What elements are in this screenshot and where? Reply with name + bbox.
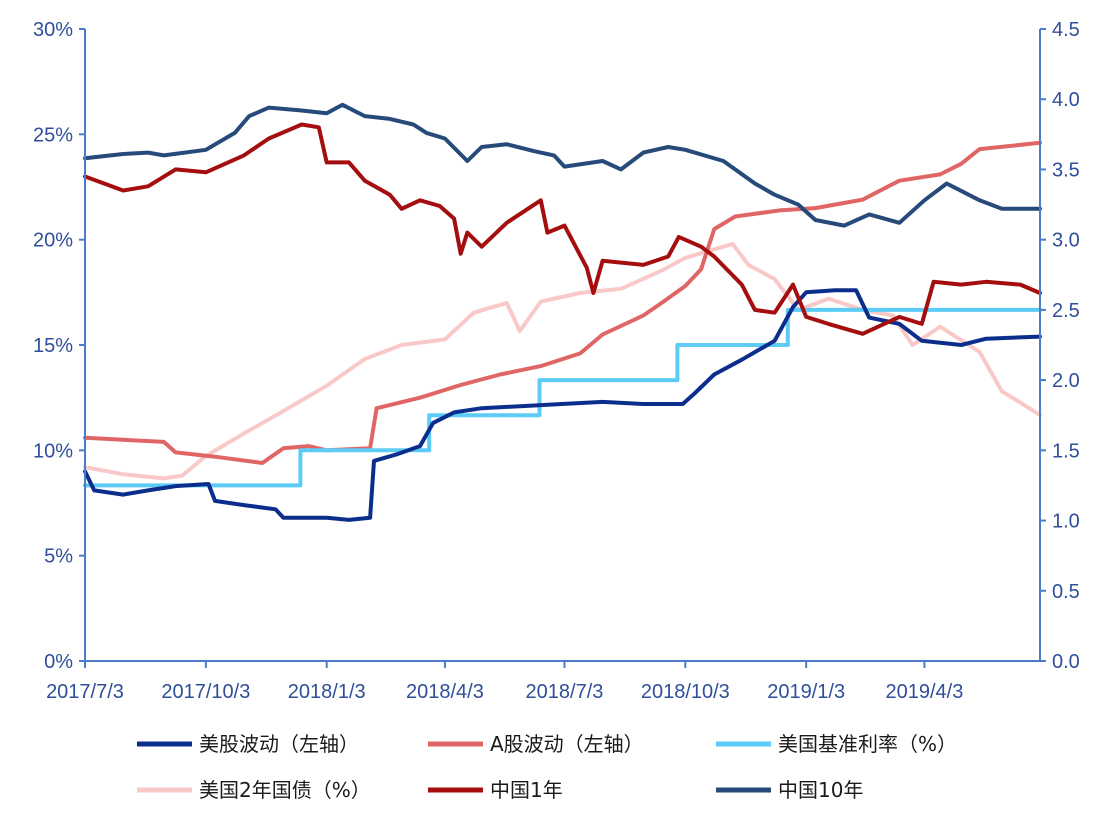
right-y-tick-label: 0.0 (1052, 651, 1080, 673)
x-tick-label: 2018/7/3 (526, 681, 604, 703)
x-tick-label: 2018/4/3 (406, 681, 484, 703)
x-tick-label: 2018/1/3 (288, 681, 366, 703)
right-y-tick-label: 4.0 (1052, 89, 1080, 111)
right-y-tick-label: 3.0 (1052, 230, 1080, 252)
right-y-tick-label: 1.5 (1052, 440, 1080, 462)
ticks-group: 0% 5% 10% 15% 20% 25% 30% 0.0 0.5 1.0 1.5 2.0 2.5 3.0… (33, 19, 1080, 703)
series-line-3 (83, 241, 1042, 481)
x-tick-label: 2019/1/3 (767, 681, 845, 703)
plot-series-group (83, 102, 1042, 522)
legend-label: 美国2年国债（%） (199, 778, 371, 802)
legend-label: 中国1年 (490, 778, 563, 802)
legend: 美股波动（左轴） A股波动（左轴） 美国基准利率（%） 美国2年国债（%） 中国1年 中国… (137, 732, 957, 802)
left-y-tick-label: 10% (33, 440, 73, 462)
series-line-1 (83, 140, 1042, 465)
legend-label: 美股波动（左轴） (199, 732, 359, 756)
left-y-tick-label: 20% (33, 230, 73, 252)
left-y-tick-label: 5% (44, 546, 73, 568)
legend-label: 美国基准利率（%） (778, 732, 957, 756)
right-y-tick-label: 4.5 (1052, 19, 1080, 41)
right-y-tick-label: 2.0 (1052, 370, 1080, 392)
right-y-tick-label: 0.5 (1052, 581, 1080, 603)
left-y-tick-label: 0% (44, 651, 73, 673)
right-y-tick-label: 3.5 (1052, 159, 1080, 181)
legend-label: 中国10年 (778, 778, 863, 802)
axes-group (84, 29, 1041, 662)
left-y-tick-label: 25% (33, 124, 73, 146)
x-tick-label: 2017/7/3 (46, 681, 124, 703)
right-y-tick-label: 2.5 (1052, 300, 1080, 322)
series-line-0 (83, 288, 1042, 522)
legend-label: A股波动（左轴） (490, 732, 644, 756)
left-y-tick-label: 30% (33, 19, 73, 41)
x-tick-label: 2018/10/3 (641, 681, 730, 703)
right-y-tick-label: 1.0 (1052, 511, 1080, 533)
series-line-4 (83, 122, 1042, 336)
x-tick-label: 2019/4/3 (885, 681, 963, 703)
series-line-5 (83, 102, 1042, 228)
left-y-tick-label: 15% (33, 335, 73, 357)
series-line-2 (83, 307, 1042, 488)
x-tick-label: 2017/10/3 (161, 681, 250, 703)
